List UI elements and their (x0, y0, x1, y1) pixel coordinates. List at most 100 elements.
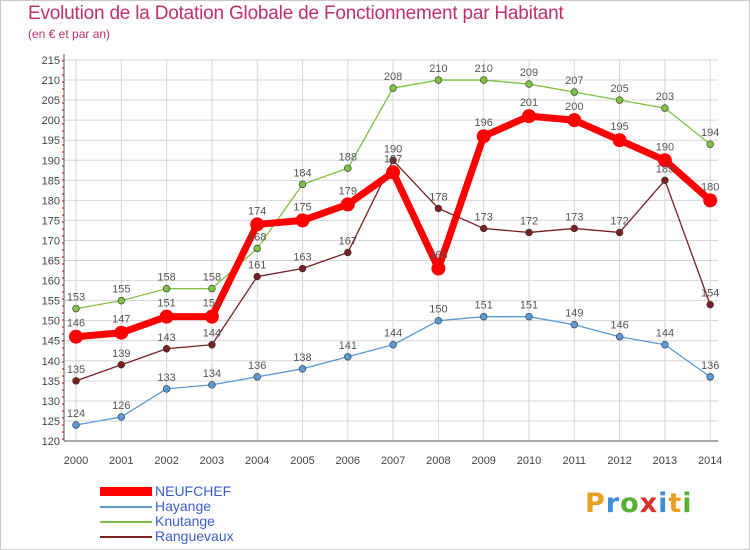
logo-letter: t (668, 488, 683, 519)
legend-swatch (100, 506, 152, 508)
y-tick-label: 210 (42, 75, 60, 87)
data-point-hayange (525, 312, 533, 321)
y-tick-label: 185 (42, 175, 60, 187)
data-label-neufchef: 163 (429, 250, 447, 262)
data-point-neufchef (340, 197, 355, 212)
data-label-neufchef: 200 (565, 101, 583, 113)
logo-letter: x (639, 488, 659, 519)
data-label-ranguevaux: 161 (248, 260, 266, 272)
x-tick-label: 2003 (200, 455, 224, 467)
y-tick-label: 125 (42, 416, 60, 428)
series (69, 76, 718, 429)
data-point-neufchef (295, 213, 310, 228)
data-point-knutange (298, 180, 307, 189)
data-label-knutange: 153 (67, 292, 85, 304)
data-label-knutange: 209 (520, 67, 538, 79)
data-point-hayange (253, 373, 261, 381)
x-tick-label: 2008 (426, 455, 450, 467)
data-point-knutange (253, 244, 261, 253)
data-point-neufchef (204, 309, 219, 324)
data-label-knutange: 188 (339, 151, 357, 163)
data-label-ranguevaux: 139 (112, 348, 130, 360)
x-tick-label: 2004 (245, 455, 269, 467)
data-point-ranguevaux (615, 228, 624, 237)
data-point-ranguevaux (389, 156, 397, 164)
data-point-hayange (72, 421, 80, 429)
data-label-hayange: 134 (203, 368, 221, 380)
data-label-hayange: 136 (701, 360, 719, 372)
data-label-knutange: 207 (565, 75, 583, 87)
data-label-neufchef: 174 (248, 205, 266, 217)
data-point-ranguevaux (570, 224, 578, 233)
legend-label: NEUFCHEF (155, 483, 232, 499)
data-point-knutange (162, 284, 171, 293)
data-point-ranguevaux (298, 264, 307, 273)
data-point-hayange (162, 385, 171, 393)
data-label-hayange: 138 (293, 352, 311, 364)
data-point-hayange (434, 316, 443, 325)
data-point-ranguevaux (706, 300, 714, 309)
data-point-ranguevaux (253, 272, 261, 281)
data-point-hayange (480, 312, 488, 321)
x-tick-label: 2002 (154, 455, 178, 467)
data-point-knutange (661, 104, 669, 112)
data-label-knutange: 205 (610, 83, 628, 95)
data-label-neufchef: 201 (520, 97, 538, 109)
data-label-ranguevaux: 135 (67, 364, 85, 376)
data-label-ranguevaux: 143 (157, 332, 175, 344)
x-tick-label: 2013 (653, 455, 677, 467)
chart-subtitle: (en € et par an) (28, 27, 111, 41)
data-point-knutange (434, 76, 443, 84)
data-label-neufchef: 151 (157, 298, 175, 310)
data-label-hayange: 141 (339, 340, 357, 352)
logo-letter: o (620, 488, 640, 519)
logo-letter: i (682, 488, 693, 519)
data-label-hayange: 136 (248, 360, 266, 372)
data-point-knutange (344, 164, 352, 172)
data-label-knutange: 210 (429, 63, 447, 75)
x-tick-label: 2011 (562, 455, 586, 467)
y-tick-label: 145 (42, 336, 60, 348)
data-point-neufchef (476, 129, 491, 144)
y-tick-label: 180 (42, 195, 60, 207)
data-point-hayange (570, 320, 578, 329)
y-tick-label: 140 (42, 356, 60, 368)
logo-letter: P (585, 488, 606, 519)
x-tick-label: 2009 (471, 455, 495, 467)
data-label-hayange: 149 (565, 308, 583, 320)
data-point-knutange (389, 84, 397, 92)
data-point-ranguevaux (480, 224, 488, 233)
x-tick-label: 2012 (607, 455, 631, 467)
legend-swatch (100, 536, 152, 538)
data-label-ranguevaux: 172 (520, 215, 538, 227)
data-point-neufchef (657, 153, 672, 168)
data-label-neufchef: 151 (203, 298, 221, 310)
data-point-hayange (615, 333, 624, 341)
data-label-knutange: 194 (701, 127, 719, 139)
data-point-ranguevaux (434, 204, 443, 213)
data-label-knutange: 168 (248, 231, 266, 243)
data-label-knutange: 210 (475, 63, 493, 75)
data-point-neufchef (69, 329, 83, 344)
data-point-hayange (661, 341, 669, 349)
data-label-neufchef: 179 (339, 185, 357, 197)
axes: 1201251301351401451501551601651701751801… (42, 54, 722, 467)
chart-title: Evolution de la Dotation Globale de Fonc… (28, 3, 564, 24)
data-label-hayange: 151 (520, 300, 538, 312)
data-point-ranguevaux (162, 345, 171, 353)
data-point-ranguevaux (72, 377, 80, 385)
data-point-ranguevaux (208, 341, 216, 349)
data-label-hayange: 151 (475, 300, 493, 312)
data-label-ranguevaux: 172 (610, 215, 628, 227)
data-point-knutange (480, 76, 488, 84)
legend-label: Hayange (155, 498, 212, 514)
legend-label: Knutange (155, 513, 215, 529)
data-point-hayange (706, 373, 714, 381)
y-tick-label: 160 (42, 276, 60, 288)
y-tick-label: 165 (42, 256, 60, 268)
x-tick-label: 2001 (109, 455, 133, 467)
data-label-hayange: 126 (112, 400, 130, 412)
data-label-neufchef: 146 (67, 318, 85, 330)
x-tick-label: 2014 (698, 455, 722, 467)
